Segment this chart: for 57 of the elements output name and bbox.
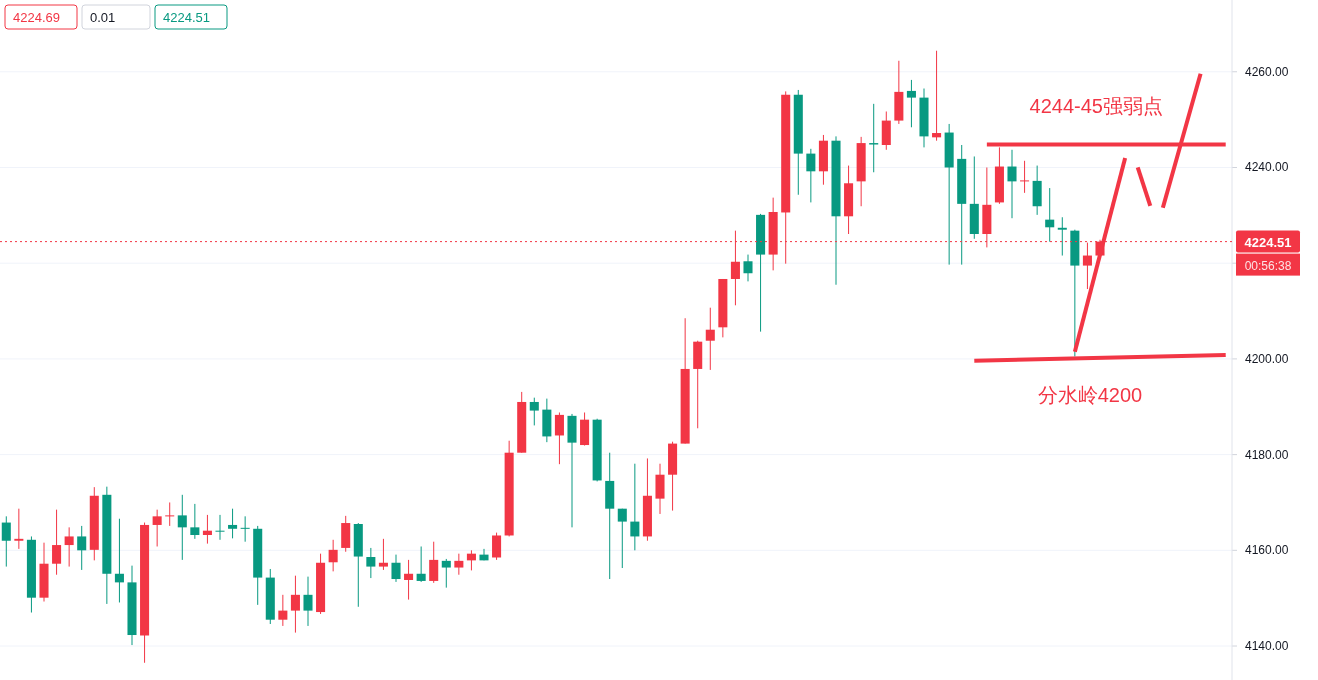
candlestick bbox=[554, 412, 564, 465]
candlestick bbox=[366, 547, 376, 579]
candlestick bbox=[228, 508, 238, 539]
candlestick bbox=[1057, 216, 1067, 257]
candlestick bbox=[869, 103, 879, 173]
candlestick bbox=[1082, 242, 1092, 290]
candlestick bbox=[202, 514, 212, 545]
annotation: 4224.69 bbox=[13, 10, 60, 25]
candlestick bbox=[705, 307, 715, 371]
candlestick bbox=[806, 148, 816, 203]
candlestick bbox=[1, 515, 11, 568]
candlestick bbox=[14, 508, 24, 550]
candlestick bbox=[1020, 160, 1030, 194]
candlestick bbox=[932, 50, 942, 142]
series-label: 4244-45强弱点 bbox=[1029, 94, 1163, 117]
y-tick-label: 4140.00 bbox=[1245, 639, 1289, 654]
candlestick bbox=[328, 539, 338, 572]
candlestick bbox=[454, 553, 464, 576]
candlestick bbox=[630, 463, 640, 551]
series-label: 分水岭4200 bbox=[1037, 383, 1143, 406]
candlestick bbox=[479, 548, 489, 561]
ref-line-label: 4224.51 bbox=[1244, 234, 1292, 250]
y-tick-label: 4160.00 bbox=[1245, 543, 1289, 558]
candlestick bbox=[529, 397, 539, 426]
candlestick bbox=[655, 463, 665, 515]
candlestick bbox=[303, 576, 313, 627]
candlestick bbox=[114, 518, 124, 603]
candlestick bbox=[378, 538, 388, 571]
y-tick-label: 4200.00 bbox=[1245, 351, 1289, 366]
candlestick bbox=[52, 509, 62, 576]
candlestick bbox=[1007, 149, 1017, 219]
candlestick bbox=[152, 509, 162, 547]
candlestick bbox=[441, 558, 451, 589]
y-tick-label: 4240.00 bbox=[1245, 160, 1289, 175]
y-tick-label: 4260.00 bbox=[1245, 64, 1289, 79]
candlestick bbox=[278, 594, 288, 627]
y-tick-label: 4180.00 bbox=[1245, 447, 1289, 462]
candlestick bbox=[240, 515, 250, 543]
candlestick bbox=[64, 526, 74, 568]
candlestick bbox=[290, 575, 300, 634]
candlestick bbox=[416, 545, 426, 583]
text: 00:56:38 bbox=[1244, 258, 1292, 273]
candlestick bbox=[743, 254, 753, 282]
annotation: 0.01 bbox=[90, 10, 116, 25]
candlestick bbox=[1045, 187, 1055, 243]
candlestick bbox=[492, 532, 502, 561]
candlestick bbox=[404, 559, 414, 601]
candlestick bbox=[429, 541, 439, 584]
candlestick bbox=[165, 501, 175, 527]
annotation: 4224.51 bbox=[163, 10, 210, 25]
candlestick bbox=[215, 514, 225, 541]
candlestick bbox=[617, 508, 627, 569]
candlestick bbox=[391, 554, 401, 583]
candlestick bbox=[190, 503, 200, 540]
candlestick bbox=[177, 494, 187, 561]
candlestick bbox=[77, 525, 87, 571]
candlestick bbox=[906, 79, 916, 128]
